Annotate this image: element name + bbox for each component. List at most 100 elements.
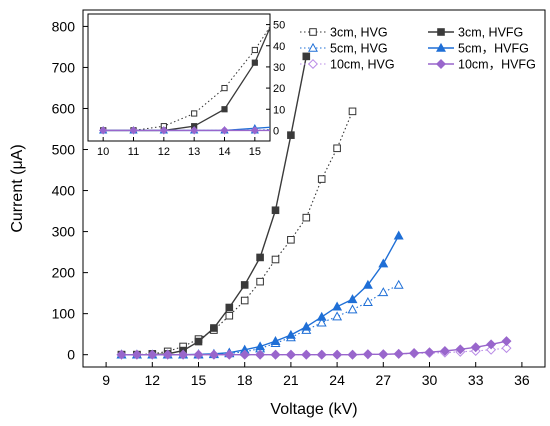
data-point-series-2 (378, 287, 389, 297)
data-point-series-5 (439, 345, 450, 356)
legend-marker-5 (436, 59, 446, 69)
inset-x-tick-label: 12 (158, 146, 170, 158)
data-point-series-3 (270, 335, 281, 345)
legend-marker-3 (436, 42, 446, 52)
legend-label-4: 10cm, HVG (330, 58, 395, 72)
x-axis-label: Voltage (kV) (270, 401, 357, 418)
inset-data-point-series-0 (221, 84, 228, 92)
data-point-series-5 (393, 348, 404, 359)
data-point-series-3 (362, 279, 373, 289)
data-point-series-3 (285, 329, 296, 339)
data-point-series-2 (347, 304, 358, 314)
data-point-series-0 (287, 235, 295, 244)
data-point-series-5 (178, 349, 189, 360)
data-point-series-5 (255, 349, 266, 360)
inset-data-point-series-0 (191, 110, 198, 117)
data-point-series-0 (317, 175, 326, 183)
legend-marker-1 (437, 28, 445, 36)
inset-y-tick-label: 0 (273, 125, 279, 137)
inset-x-tick-label: 11 (128, 146, 139, 158)
data-point-series-3 (332, 301, 343, 311)
series-line-3 (121, 235, 400, 356)
x-tick-label: 33 (468, 372, 484, 388)
data-point-series-0 (271, 255, 280, 264)
y-tick-label: 500 (52, 142, 76, 158)
data-point-series-5 (162, 349, 173, 360)
data-point-series-0 (225, 311, 234, 320)
data-point-series-5 (316, 349, 327, 360)
y-axis-label: Current (μA) (9, 144, 26, 232)
y-tick-label: 300 (52, 224, 76, 240)
data-point-series-2 (332, 311, 343, 321)
y-tick-label: 200 (52, 265, 76, 281)
y-tick-label: 700 (52, 59, 76, 75)
inset-data-point-series-5 (220, 126, 229, 135)
data-point-series-2 (362, 297, 373, 306)
data-point-series-5 (270, 349, 281, 360)
y-tick-label: 100 (52, 306, 76, 322)
data-point-series-3 (347, 294, 358, 304)
inset-frame (87, 13, 271, 142)
x-tick-label: 21 (283, 372, 299, 388)
data-point-series-1 (194, 337, 203, 346)
y-tick-label: 0 (67, 347, 75, 363)
data-point-series-5 (470, 342, 481, 353)
data-point-series-0 (240, 296, 249, 305)
legend-label-3: 5cm，HVFG (458, 42, 529, 56)
y-tick-label: 600 (52, 100, 76, 116)
data-point-series-2 (316, 317, 327, 327)
x-tick-label: 18 (237, 372, 253, 388)
x-tick-label: 9 (102, 372, 110, 388)
data-point-series-5 (224, 349, 235, 360)
inset-plot-area (99, 25, 270, 135)
data-point-series-3 (316, 311, 327, 321)
inset-x-tick-label: 10 (97, 146, 109, 158)
data-point-series-5 (362, 349, 373, 360)
data-point-series-5 (378, 349, 389, 360)
data-point-series-3 (378, 258, 389, 268)
legend-label-2: 5cm, HVG (330, 42, 388, 56)
data-point-series-5 (208, 349, 219, 360)
data-point-series-3 (393, 230, 404, 240)
legend-marker-4 (308, 59, 318, 69)
inset-y-tick-label: 10 (273, 104, 285, 116)
inset-data-point-series-5 (250, 126, 259, 135)
data-point-series-5 (193, 349, 204, 360)
inset-data-point-series-0 (251, 46, 258, 54)
legend-marker-0 (309, 28, 317, 36)
legend-label-5: 10cm，HVFG (458, 58, 536, 72)
x-tick-label: 36 (514, 372, 530, 388)
data-point-series-1 (210, 324, 218, 332)
data-point-series-1 (302, 52, 311, 61)
data-point-series-0 (333, 144, 341, 153)
legend-label-0: 3cm, HVG (330, 26, 388, 40)
inset-data-point-series-1 (221, 106, 228, 113)
data-point-series-1 (271, 206, 280, 215)
x-tick-label: 30 (422, 372, 438, 388)
inset-x-tick-label: 13 (188, 146, 200, 158)
data-point-series-1 (287, 131, 295, 139)
data-point-series-3 (301, 321, 312, 331)
inset-data-point-series-5 (190, 126, 199, 135)
x-tick-label: 12 (145, 372, 161, 388)
series-line-0 (121, 111, 354, 356)
data-point-series-5 (131, 349, 142, 360)
inset-y-tick-label: 40 (273, 41, 285, 53)
plot-frame (82, 9, 546, 368)
data-point-series-5 (239, 349, 250, 360)
data-point-series-5 (347, 349, 358, 360)
x-tick-label: 24 (329, 372, 345, 388)
data-point-series-1 (225, 303, 234, 312)
inset-data-point-series-1 (251, 59, 258, 66)
inset-data-point-series-5 (159, 126, 168, 135)
x-tick-label: 27 (376, 372, 392, 388)
inset-data-point-series-5 (129, 126, 138, 135)
data-point-series-5 (486, 339, 497, 350)
data-point-series-0 (348, 107, 357, 116)
inset-y-tick-label: 50 (273, 20, 285, 32)
inset-y-tick-label: 30 (273, 62, 285, 74)
data-point-series-5 (455, 344, 466, 355)
data-point-series-5 (501, 336, 512, 347)
